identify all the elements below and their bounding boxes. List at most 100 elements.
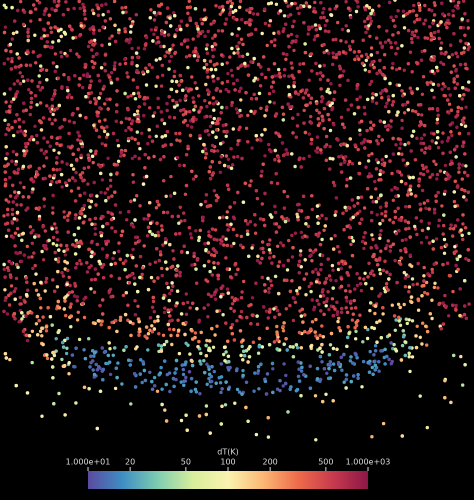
- particle: [144, 66, 148, 70]
- particle: [253, 231, 258, 235]
- particle: [427, 221, 431, 225]
- particle: [8, 104, 12, 109]
- particle: [416, 297, 420, 301]
- particle: [372, 65, 376, 70]
- particle: [210, 365, 214, 369]
- particle: [232, 338, 237, 342]
- particle: [452, 80, 456, 84]
- particle: [208, 165, 212, 169]
- particle: [464, 316, 468, 320]
- particle: [226, 187, 231, 191]
- particle: [12, 314, 16, 319]
- particle: [180, 250, 184, 254]
- particle: [340, 259, 344, 263]
- particle: [143, 152, 147, 157]
- particle: [57, 179, 62, 184]
- particle: [49, 26, 53, 30]
- particle: [205, 204, 210, 209]
- particle: [208, 124, 213, 128]
- particle: [384, 210, 388, 214]
- particle: [100, 142, 105, 146]
- particle: [228, 365, 232, 370]
- particle: [295, 387, 300, 392]
- particle: [274, 131, 278, 135]
- particle: [150, 65, 154, 70]
- particle: [55, 106, 59, 111]
- particle: [383, 124, 388, 129]
- particle: [4, 145, 8, 149]
- particle: [427, 8, 431, 12]
- particle: [82, 24, 86, 28]
- particle: [434, 194, 438, 198]
- particle: [203, 147, 208, 151]
- particle: [91, 368, 95, 372]
- particle: [274, 222, 279, 226]
- particle: [428, 107, 432, 111]
- particle: [302, 277, 306, 281]
- particle: [359, 289, 364, 293]
- particle: [212, 369, 216, 374]
- particle: [443, 396, 447, 400]
- particle: [165, 281, 169, 286]
- particle: [127, 126, 131, 130]
- particle: [142, 244, 146, 248]
- particle: [370, 269, 374, 273]
- particle: [30, 311, 34, 315]
- particle: [396, 302, 401, 306]
- particle: [7, 200, 11, 204]
- particle: [353, 57, 357, 62]
- particle: [304, 293, 308, 297]
- particle: [363, 19, 367, 24]
- particle: [300, 307, 304, 311]
- particle: [228, 0, 233, 3]
- particle: [467, 302, 471, 306]
- particle: [368, 16, 372, 20]
- particle: [236, 111, 240, 115]
- particle: [215, 324, 219, 328]
- particle: [51, 211, 55, 215]
- particle: [237, 89, 242, 94]
- particle: [208, 114, 213, 119]
- particle: [415, 87, 420, 91]
- particle: [45, 33, 50, 38]
- particle: [390, 171, 394, 176]
- particle: [7, 303, 12, 307]
- particle: [170, 214, 174, 219]
- particle: [31, 228, 35, 233]
- particle: [263, 289, 267, 293]
- particle: [240, 392, 244, 396]
- particle: [416, 35, 420, 40]
- particle: [331, 62, 335, 67]
- particle: [192, 54, 197, 58]
- particle: [251, 243, 255, 248]
- particle: [28, 112, 32, 117]
- particle: [28, 63, 33, 67]
- particle: [148, 328, 152, 332]
- particle: [173, 105, 177, 109]
- particle: [77, 0, 81, 4]
- particle: [457, 0, 461, 5]
- particle: [233, 401, 237, 405]
- particle: [466, 26, 470, 30]
- particle: [269, 85, 274, 89]
- particle: [329, 82, 333, 86]
- particle: [436, 286, 440, 290]
- particle: [315, 298, 319, 303]
- particle: [282, 362, 286, 366]
- particle: [6, 162, 10, 166]
- particle: [76, 186, 81, 190]
- particle: [129, 223, 134, 227]
- particle: [372, 252, 376, 257]
- particle: [106, 222, 110, 226]
- particle: [89, 354, 93, 358]
- particle: [344, 289, 348, 293]
- particle: [458, 94, 462, 98]
- particle: [418, 17, 422, 21]
- particle: [235, 387, 240, 392]
- particle: [445, 171, 449, 176]
- particle: [241, 358, 245, 362]
- particle: [162, 179, 166, 183]
- particle: [410, 319, 415, 323]
- particle: [188, 306, 192, 310]
- particle: [251, 12, 256, 16]
